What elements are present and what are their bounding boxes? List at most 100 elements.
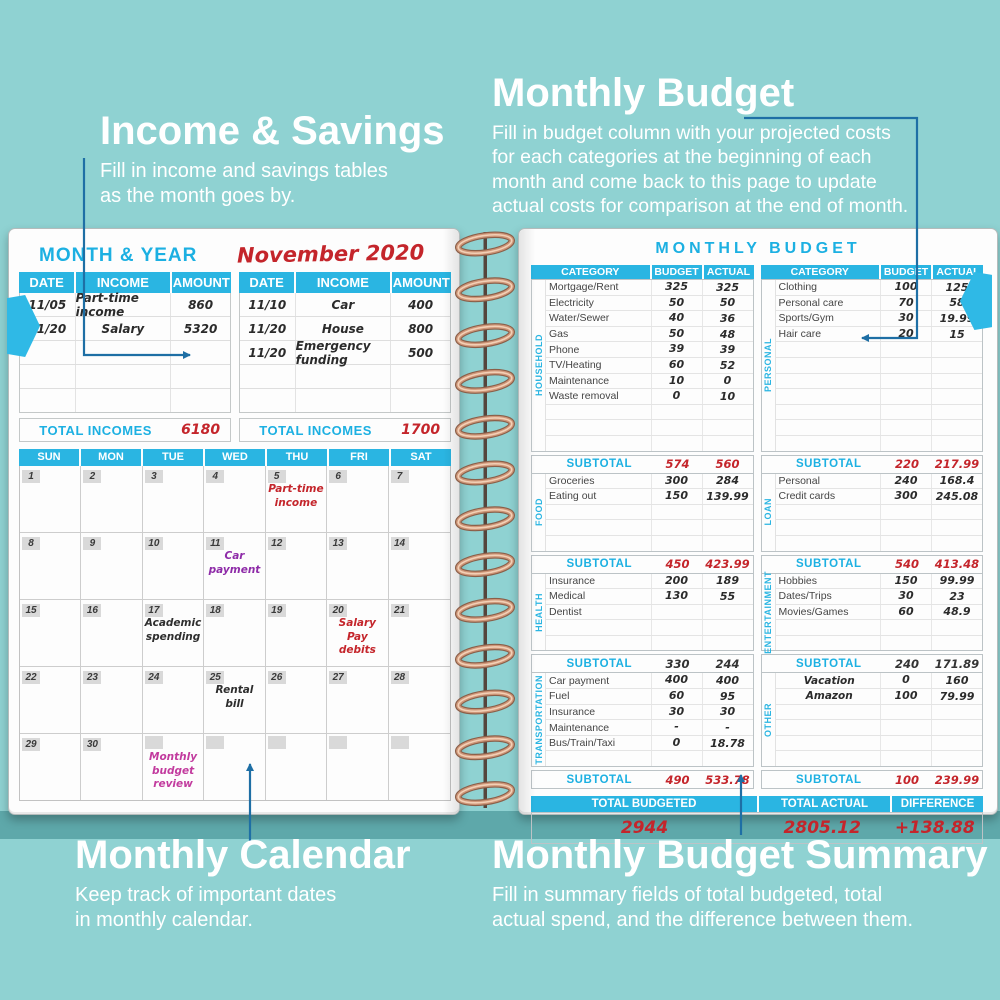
actual-amount-cell: 284 <box>716 474 739 488</box>
budget-row: Groceries 300 284 <box>546 473 753 490</box>
calendar-day-number: 8 <box>22 537 40 550</box>
budget-row: Medical 130 55 <box>546 589 753 605</box>
subtotal-budget-value: 490 <box>665 772 690 787</box>
budget-row: Clothing 100 125 <box>775 280 982 296</box>
budget-category-cell <box>546 535 652 551</box>
section-label: HOUSEHOLD <box>533 334 544 397</box>
calendar-day-number: 11 <box>206 537 225 550</box>
income-source-cell: Emergency funding <box>296 339 392 367</box>
income-amount-cell: 400 <box>408 297 434 312</box>
calendar-cell: 8 <box>20 533 82 600</box>
subtotal-label: SUBTOTAL <box>566 558 633 570</box>
budget-row <box>776 535 983 551</box>
subtotal-row: SUBTOTAL 574 560 <box>531 454 754 474</box>
calendar-day-header: MON <box>81 449 141 466</box>
budget-row <box>546 520 753 536</box>
subtotal-row: SUBTOTAL 490 533.78 <box>531 770 754 790</box>
annotation-income-savings: Income & Savings Fill in income and savi… <box>100 110 500 209</box>
budget-row: TV/Heating 60 52 <box>546 357 753 374</box>
actual-amount-cell: 39 <box>719 343 736 357</box>
subtotal-row: SUBTOTAL 450 423.99 <box>531 554 754 574</box>
budget-row: Bus/Train/Taxi 0 18.78 <box>546 735 753 752</box>
subtotal-row: SUBTOTAL 240 171.89 <box>760 654 983 674</box>
section-side: PERSONAL <box>762 280 776 451</box>
budget-column-header: ACTUAL <box>933 265 983 280</box>
calendar-cell <box>389 734 450 800</box>
budget-amount-cell <box>652 535 703 551</box>
income-amount-cell <box>171 365 230 388</box>
budget-section-loan: LOAN Personal 240 168.4 Credit cards 300 245.0… <box>760 472 983 552</box>
subtotal-actual-value: 171.89 <box>934 656 980 671</box>
budget-section-transportation: TRANSPORTATION Car payment 400 400 Fuel 60 95 I… <box>531 672 754 768</box>
calendar-cell: 26 <box>265 667 328 734</box>
calendar-day-header: FRI <box>329 449 389 466</box>
income-amount-cell: 800 <box>408 321 434 336</box>
section-label: FOOD <box>533 498 544 527</box>
actual-amount-cell: 23 <box>949 589 965 603</box>
budget-amount-cell <box>881 535 932 551</box>
calendar-day-number: 23 <box>83 671 102 684</box>
section-rows: Hobbies 150 99.99 Dates/Trips 30 23 Movies/Gam… <box>775 573 983 651</box>
budget-row: Insurance 30 30 <box>546 704 753 721</box>
budget-amount-cell <box>652 604 703 620</box>
budget-amount-cell <box>652 751 703 767</box>
actual-amount-cell: 18.78 <box>710 736 745 750</box>
budget-category-cell <box>546 404 652 420</box>
calendar-day-number: 7 <box>390 470 409 483</box>
actual-amount-cell: 30 <box>719 705 736 719</box>
calendar-note: Salary Pay debits <box>338 617 377 657</box>
budget-category-cell: Dentist <box>546 604 652 620</box>
subtotal-label: SUBTOTAL <box>566 773 633 786</box>
income-column-header: AMOUNT <box>391 272 451 293</box>
annotation-budget-summary: Monthly Budget Summary Fill in summary f… <box>492 834 997 933</box>
budget-amount-cell: 100 <box>881 280 932 295</box>
budget-row <box>546 620 753 636</box>
income-date-cell: 11/05 <box>20 293 76 316</box>
month-year-label: MONTH & YEAR <box>39 245 198 266</box>
income-row <box>20 341 230 365</box>
budget-row <box>776 635 983 651</box>
income-amount-cell <box>171 389 230 412</box>
calendar-day-number: 27 <box>329 671 348 684</box>
subtotal-row: SUBTOTAL 220 217.99 <box>760 454 983 474</box>
subtotal-actual-value: 560 <box>715 457 740 472</box>
budget-row: Sports/Gym 30 19.99 <box>775 311 982 327</box>
budget-amount-cell: 300 <box>652 473 703 489</box>
budget-category-cell <box>546 520 652 535</box>
budget-row <box>546 435 753 451</box>
income-amount-cell: 860 <box>188 297 214 312</box>
budget-category-cell <box>776 357 881 373</box>
actual-amount-cell: 36 <box>719 311 736 325</box>
income-date-cell: 11/20 <box>240 341 296 364</box>
calendar-cell: 14 <box>388 533 450 600</box>
actual-amount-cell: 160 <box>945 674 969 688</box>
calendar-day-number <box>206 736 225 749</box>
income-amount-cell: 5320 <box>183 321 218 336</box>
budget-category-cell <box>546 635 652 651</box>
income-date-cell <box>240 389 296 412</box>
monthly-calendar: SUN MON TUE WED THU FRI SAT 1 2 3 4 5 Part-time inc… <box>19 449 451 801</box>
summary-header-row: TOTAL BUDGETED TOTAL ACTUAL DIFFERENCE <box>531 796 983 813</box>
budget-category-cell: Movies/Games <box>776 604 881 620</box>
budget-amount-cell: 150 <box>652 489 703 504</box>
calendar-note: Monthly budget review <box>149 751 198 791</box>
budget-row <box>775 704 982 721</box>
budget-summary-title: Monthly Budget Summary <box>492 833 988 877</box>
budget-amount-cell: 50 <box>652 326 703 342</box>
budget-amount-cell <box>881 620 932 635</box>
subtotal-budget-value: 220 <box>894 457 919 472</box>
income-table: DATE INCOME AMOUNT 11/05 Part-time income 860… <box>19 272 231 442</box>
budget-row: Credit cards 300 245.08 <box>775 489 982 505</box>
calendar-day-number: 17 <box>144 604 163 617</box>
budget-row: Insurance 200 189 <box>546 573 753 590</box>
calendar-cell <box>204 734 266 800</box>
income-date-cell <box>240 365 296 388</box>
budget-category-cell: Credit cards <box>776 489 881 504</box>
spiral-binding-icon <box>454 231 516 808</box>
section-side: OTHER <box>762 673 776 767</box>
actual-amount-cell: 139.99 <box>706 489 749 503</box>
budget-amount-cell: 60 <box>881 604 932 620</box>
calendar-day-number: 4 <box>206 470 225 483</box>
subtotal-label: SUBTOTAL <box>566 458 633 471</box>
